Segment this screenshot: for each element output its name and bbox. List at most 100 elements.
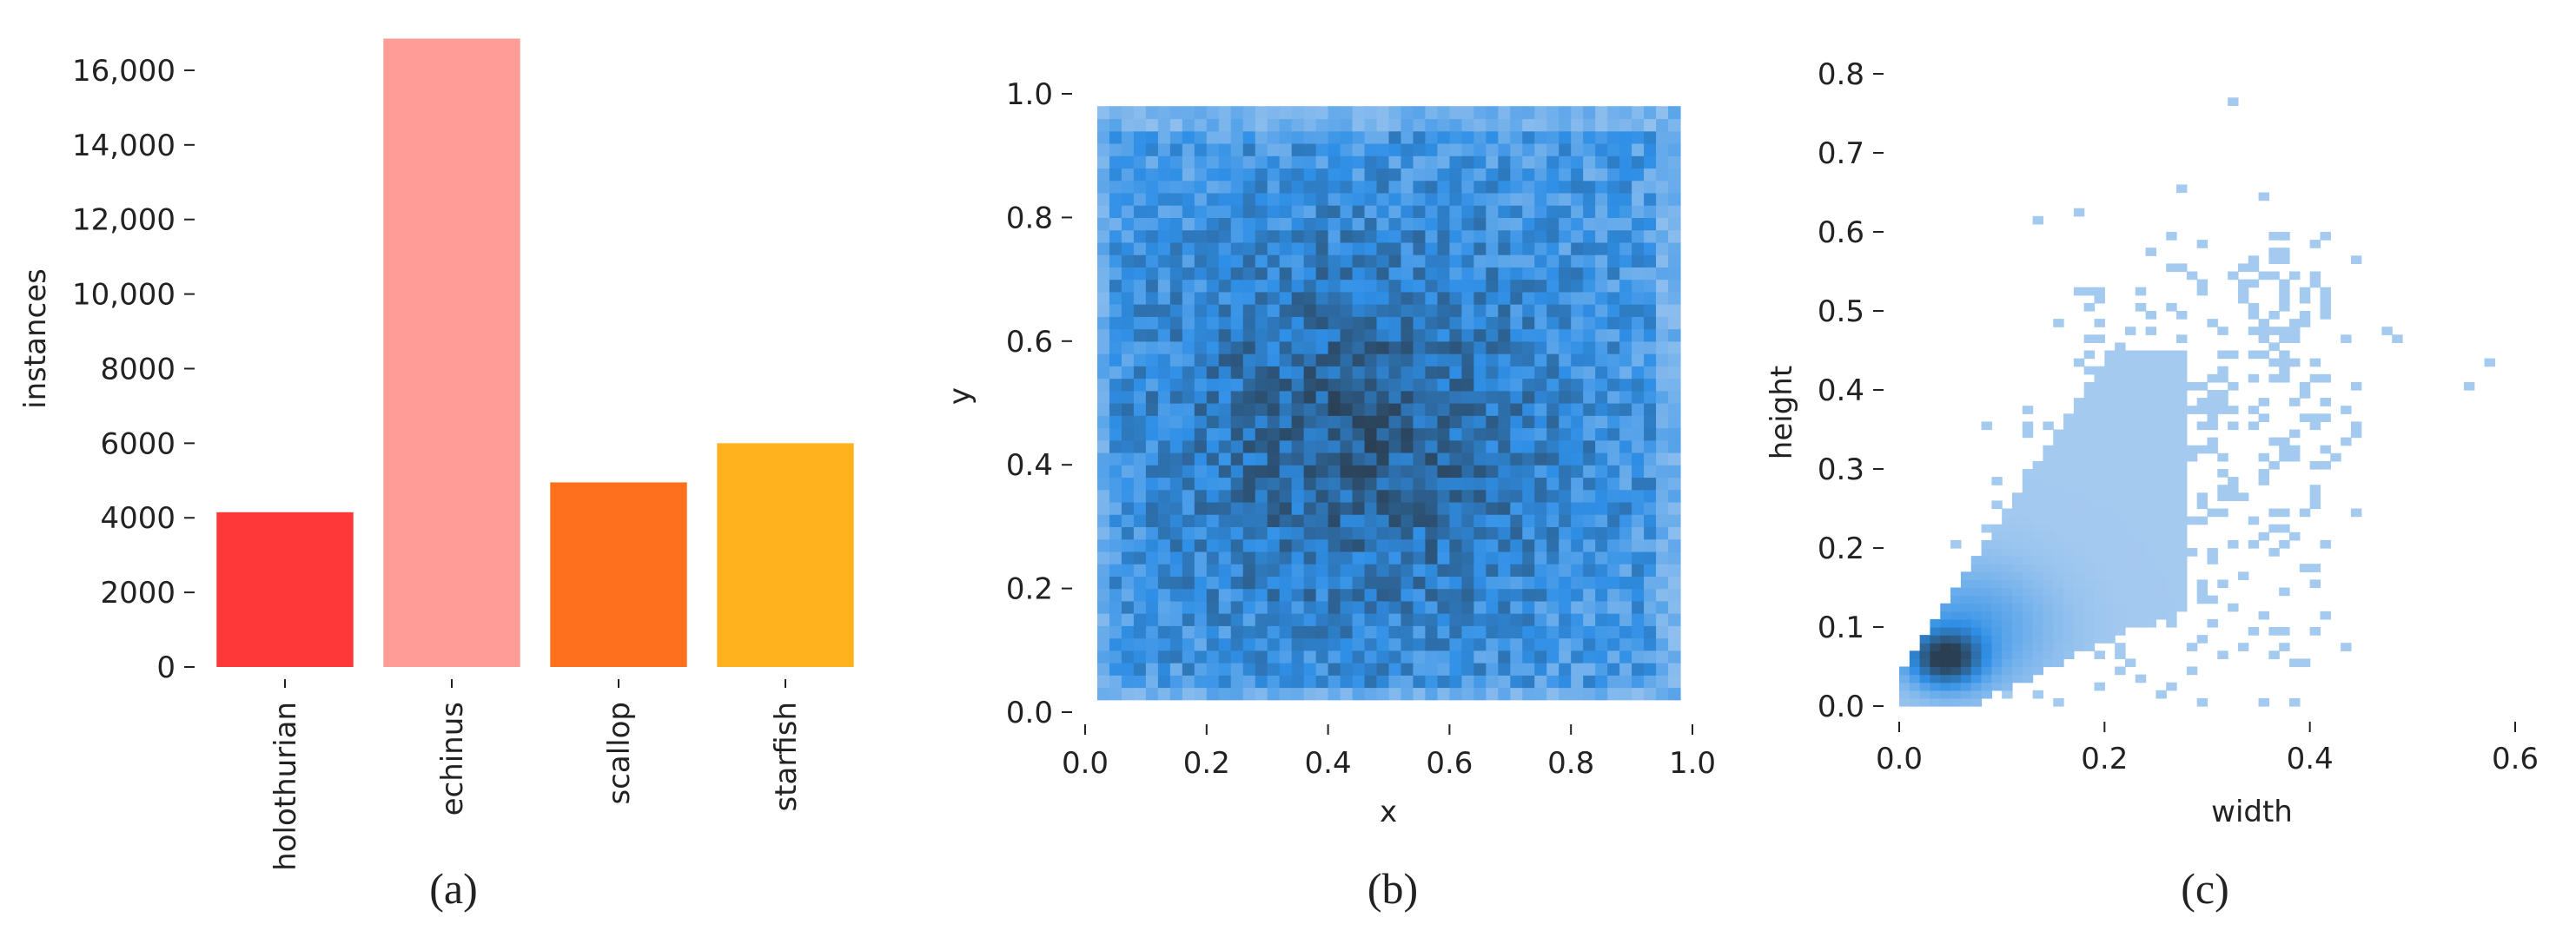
heatmap-cell <box>1461 106 1474 120</box>
heatmap-cell <box>2237 571 2249 580</box>
heatmap-cell <box>2063 650 2075 659</box>
heatmap-cell <box>1133 625 1147 639</box>
heatmap-cell <box>1352 106 1366 120</box>
heatmap-cell <box>2279 445 2290 454</box>
heatmap-cell <box>1546 501 1560 515</box>
heatmap-cell <box>1133 663 1147 676</box>
heatmap-cell <box>1970 635 1983 644</box>
heatmap-cell <box>2043 500 2054 510</box>
heatmap-cell <box>2043 595 2054 604</box>
heatmap-cell <box>2032 492 2044 501</box>
heatmap-cell <box>2002 666 2013 676</box>
heatmap-cell <box>1218 439 1232 453</box>
heatmap-cell <box>1121 328 1135 342</box>
heatmap-cell <box>1473 526 1487 540</box>
heatmap-cell <box>2207 373 2218 383</box>
heatmap-cell <box>1388 514 1402 527</box>
heatmap-cell <box>1121 501 1135 515</box>
heatmap-cell <box>1145 439 1159 453</box>
heatmap-cell <box>1449 576 1462 590</box>
heatmap-cell <box>1328 366 1341 380</box>
heatmap-cell <box>1315 489 1329 503</box>
heatmap-cell <box>1218 637 1232 651</box>
heatmap-cell <box>1145 254 1159 267</box>
heatmap-cell <box>1145 304 1159 317</box>
heatmap-cell <box>2176 366 2188 375</box>
heatmap-cell <box>1291 142 1305 156</box>
heatmap-cell <box>1376 291 1390 305</box>
heatmap-cell <box>1449 439 1462 453</box>
heatmap-cell <box>1461 180 1474 194</box>
heatmap-cell <box>1169 415 1183 429</box>
heatmap-cell <box>1388 588 1402 602</box>
heatmap-cell <box>1656 254 1669 267</box>
heatmap-cell <box>1437 106 1450 120</box>
heatmap-cell <box>1388 229 1402 243</box>
heatmap-cell <box>1364 168 1378 182</box>
heatmap-cell <box>1182 687 1195 701</box>
heatmap-cell <box>2289 271 2301 281</box>
heatmap-cell <box>1315 564 1329 577</box>
heatmap-cell <box>1206 687 1220 701</box>
heatmap-cell <box>1109 588 1122 602</box>
heatmap-cell <box>1157 328 1171 342</box>
heatmap-cell <box>1461 142 1474 156</box>
heatmap-cell <box>2094 334 2105 343</box>
heatmap-cell <box>1449 564 1462 577</box>
heatmap-cell <box>1991 532 2003 541</box>
heatmap-cell <box>1169 663 1183 676</box>
heatmap-cell <box>2176 413 2188 422</box>
heatmap-cell <box>1522 142 1535 156</box>
heatmap-cell <box>2115 650 2126 659</box>
heatmap-cell <box>1960 587 1972 597</box>
heatmap-cell <box>2063 571 2075 580</box>
heatmap-cell <box>1619 613 1632 626</box>
heatmap-cell <box>1940 650 1951 659</box>
heatmap-cell <box>1571 118 1584 132</box>
heatmap-cell <box>2166 500 2177 510</box>
heatmap-cell <box>1473 279 1487 293</box>
heatmap-cell <box>2217 366 2228 375</box>
heatmap-cell <box>1950 697 1962 707</box>
heatmap-cell <box>1449 650 1462 664</box>
heatmap-cell <box>1328 452 1341 466</box>
heatmap-cell <box>1473 477 1487 491</box>
y-tick-label: 12,000 <box>72 203 175 238</box>
heatmap-cell <box>1376 241 1390 255</box>
heatmap-cell <box>2043 627 2054 636</box>
heatmap-cell <box>1413 489 1427 503</box>
heatmap-cell <box>1157 650 1171 664</box>
heatmap-cell <box>1279 390 1293 404</box>
heatmap-cell <box>1109 452 1122 466</box>
heatmap-cell <box>1401 538 1414 552</box>
heatmap-cell <box>1328 241 1341 255</box>
heatmap-cell <box>1583 155 1596 169</box>
heatmap-cell <box>2094 366 2105 375</box>
heatmap-cell <box>1401 465 1414 479</box>
heatmap-cell <box>2063 508 2075 518</box>
heatmap-cell <box>2145 413 2157 422</box>
heatmap-cell <box>2043 469 2054 478</box>
heatmap-cell <box>2217 579 2228 589</box>
heatmap-cell <box>2104 469 2116 478</box>
heatmap-cell <box>1376 588 1390 602</box>
heatmap-cell <box>1096 353 1110 366</box>
heatmap-cell <box>2228 603 2239 612</box>
heatmap-cell <box>1619 415 1632 429</box>
heatmap-cell <box>1096 279 1110 293</box>
heatmap-cell <box>1303 180 1317 194</box>
heatmap-cell <box>2124 406 2136 414</box>
heatmap-cell <box>1328 637 1341 651</box>
heatmap-cell <box>1486 130 1499 144</box>
heatmap-cell <box>1364 439 1378 453</box>
heatmap-cell <box>1486 452 1499 466</box>
heatmap-cell <box>1559 180 1572 194</box>
heatmap-cell <box>1461 229 1474 243</box>
heatmap-cell <box>1291 650 1305 664</box>
heatmap-cell <box>1267 155 1281 169</box>
heatmap-cell <box>1267 366 1281 380</box>
heatmap-cell <box>2124 524 2136 533</box>
heatmap-cell <box>2135 587 2147 597</box>
heatmap-cell <box>1571 267 1584 281</box>
heatmap-cell <box>1121 229 1135 243</box>
